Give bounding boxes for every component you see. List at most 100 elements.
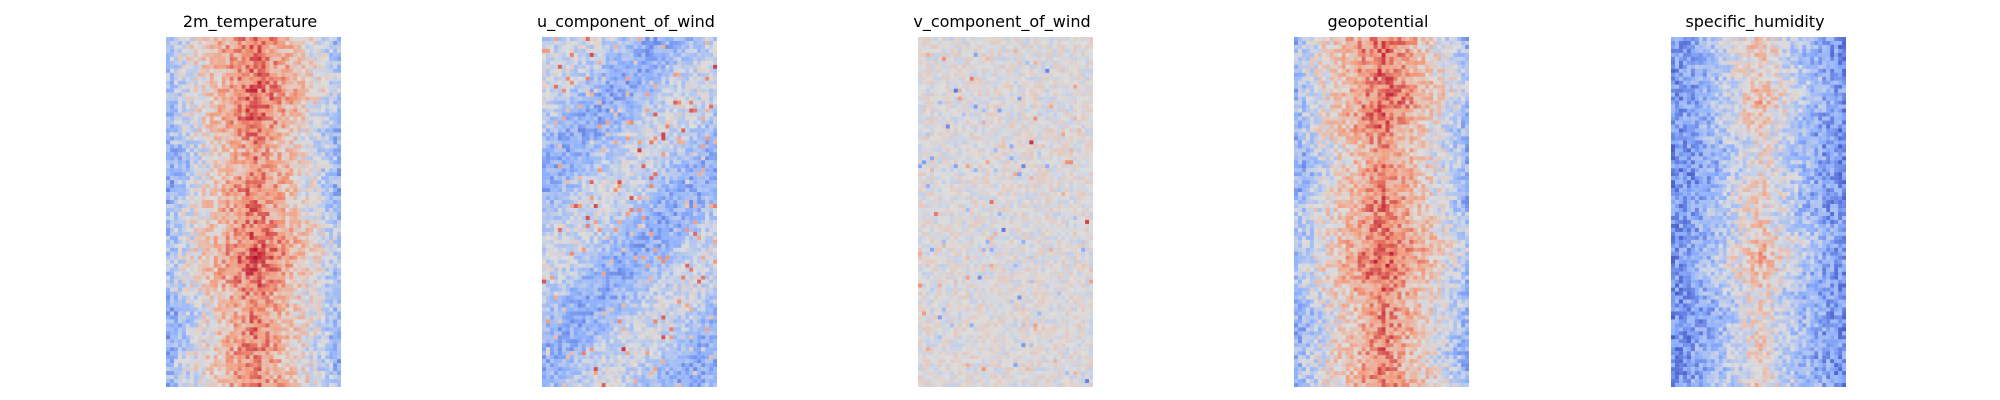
heatmap-cell bbox=[229, 379, 234, 384]
heatmap-cell bbox=[245, 168, 250, 173]
heatmap-cell bbox=[297, 371, 302, 376]
heatmap-cell bbox=[569, 120, 574, 125]
heatmap-cell bbox=[317, 227, 322, 233]
heatmap-cell bbox=[177, 359, 183, 364]
heatmap-cell bbox=[217, 275, 222, 280]
heatmap-cell bbox=[617, 44, 622, 50]
heatmap-cell bbox=[285, 243, 290, 248]
heatmap-cell bbox=[261, 37, 266, 42]
heatmap-cell bbox=[325, 307, 330, 312]
heatmap-cell bbox=[177, 259, 183, 264]
heatmap-cell bbox=[293, 311, 298, 316]
heatmap-cell bbox=[201, 37, 206, 42]
heatmap-cell bbox=[325, 263, 330, 268]
heatmap-cell bbox=[621, 120, 626, 125]
heatmap-cell bbox=[201, 108, 206, 113]
heatmap-cell bbox=[217, 323, 222, 328]
heatmap-cell bbox=[241, 132, 246, 137]
heatmap-cell bbox=[205, 363, 210, 368]
heatmap-cell bbox=[713, 132, 717, 137]
heatmap-cell bbox=[325, 243, 330, 248]
heatmap-cell bbox=[261, 88, 266, 93]
heatmap-cell bbox=[321, 339, 326, 344]
heatmap-cell bbox=[277, 108, 282, 113]
heatmap-cell bbox=[245, 68, 250, 73]
heatmap-cell bbox=[305, 379, 310, 384]
heatmap-cell bbox=[629, 48, 634, 54]
heatmap-cell bbox=[205, 275, 210, 280]
heatmap-cell bbox=[185, 347, 191, 352]
heatmap-cell bbox=[241, 37, 246, 42]
heatmap-cell bbox=[542, 104, 547, 109]
heatmap-cell bbox=[213, 172, 218, 177]
heatmap-cell bbox=[649, 132, 654, 137]
heatmap-cell bbox=[189, 104, 194, 109]
heatmap-cell bbox=[585, 104, 590, 109]
heatmap-cell bbox=[309, 200, 314, 205]
heatmap-cell bbox=[281, 180, 286, 185]
heatmap-cell bbox=[337, 227, 341, 233]
heatmap-cell bbox=[677, 124, 682, 129]
heatmap-cell bbox=[689, 56, 694, 62]
heatmap-cell bbox=[193, 120, 198, 125]
heatmap-cell bbox=[177, 68, 183, 73]
heatmap-cell bbox=[257, 315, 262, 320]
heatmap-cell bbox=[293, 76, 298, 81]
heatmap-cell bbox=[613, 104, 618, 109]
heatmap-cell bbox=[581, 60, 586, 65]
heatmap-cell bbox=[297, 132, 302, 137]
heatmap-cell bbox=[209, 315, 214, 320]
heatmap-cell bbox=[297, 383, 302, 387]
heatmap-cell bbox=[181, 188, 187, 193]
heatmap-cell bbox=[561, 112, 567, 117]
heatmap-cell bbox=[297, 359, 302, 364]
heatmap-cell bbox=[261, 231, 266, 237]
heatmap-cell bbox=[645, 100, 650, 105]
heatmap-cell bbox=[229, 88, 234, 93]
heatmap-cell bbox=[181, 68, 187, 73]
heatmap-cell bbox=[177, 188, 183, 193]
heatmap-cell bbox=[217, 200, 222, 205]
heatmap-cell bbox=[317, 144, 322, 149]
heatmap-cell bbox=[293, 128, 298, 133]
heatmap-cell bbox=[217, 367, 222, 372]
heatmap-cell bbox=[309, 215, 314, 221]
heatmap-cell bbox=[225, 188, 230, 193]
heatmap-cell bbox=[601, 64, 606, 69]
heatmap-cell bbox=[545, 112, 551, 117]
heatmap-cell bbox=[181, 287, 187, 292]
heatmap-cell bbox=[241, 383, 246, 387]
heatmap-cell bbox=[225, 307, 230, 312]
heatmap-cell bbox=[681, 124, 686, 129]
heatmap-cell bbox=[249, 295, 254, 300]
heatmap-cell bbox=[185, 367, 191, 372]
heatmap-cell bbox=[229, 335, 234, 340]
heatmap-cell bbox=[181, 204, 187, 209]
heatmap-cell bbox=[217, 223, 222, 229]
heatmap-cell bbox=[225, 100, 230, 105]
heatmap-cell bbox=[305, 323, 310, 328]
heatmap-cell bbox=[317, 383, 322, 387]
heatmap-cell bbox=[261, 144, 266, 149]
heatmap-cell bbox=[545, 136, 551, 141]
heatmap-cell bbox=[313, 172, 318, 177]
heatmap-cell bbox=[577, 84, 582, 89]
heatmap-cell bbox=[301, 88, 306, 93]
heatmap-cell bbox=[181, 212, 187, 217]
heatmap-cell bbox=[305, 371, 310, 376]
heatmap-cell bbox=[181, 263, 187, 268]
heatmap-cell bbox=[249, 263, 254, 268]
heatmap-cell bbox=[589, 120, 594, 125]
heatmap-cell bbox=[193, 235, 198, 240]
heatmap-cell bbox=[293, 255, 298, 260]
heatmap-cell bbox=[209, 188, 214, 193]
heatmap-cell bbox=[249, 255, 254, 260]
heatmap-cell bbox=[673, 68, 678, 73]
heatmap-cell bbox=[245, 383, 250, 387]
heatmap-cell bbox=[329, 231, 334, 237]
heatmap-cell bbox=[285, 200, 290, 205]
heatmap-cell bbox=[333, 355, 338, 360]
heatmap-cell bbox=[577, 108, 582, 113]
heatmap-cell bbox=[309, 124, 314, 129]
heatmap-cell bbox=[166, 96, 171, 101]
